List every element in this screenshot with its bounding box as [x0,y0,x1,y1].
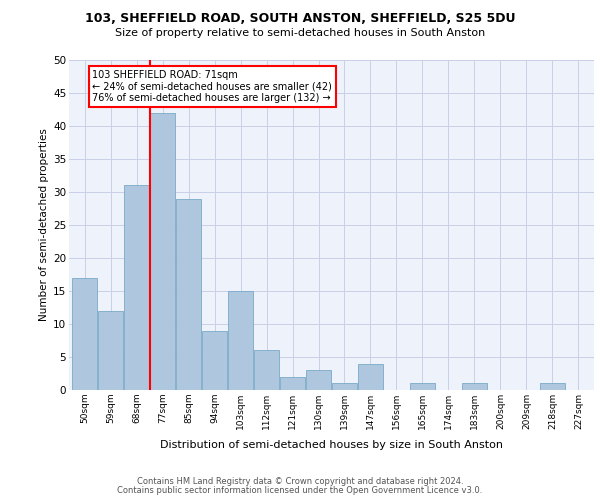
Bar [540,384,565,390]
Bar [228,291,253,390]
Bar [150,113,175,390]
Text: Contains HM Land Registry data © Crown copyright and database right 2024.: Contains HM Land Registry data © Crown c… [137,477,463,486]
Bar [176,198,201,390]
Bar [306,370,331,390]
Bar [98,311,123,390]
Bar [72,278,97,390]
Text: 103, SHEFFIELD ROAD, SOUTH ANSTON, SHEFFIELD, S25 5DU: 103, SHEFFIELD ROAD, SOUTH ANSTON, SHEFF… [85,12,515,26]
Bar [202,330,227,390]
X-axis label: Distribution of semi-detached houses by size in South Anston: Distribution of semi-detached houses by … [160,440,503,450]
Bar [462,384,487,390]
Bar [332,384,357,390]
Text: Size of property relative to semi-detached houses in South Anston: Size of property relative to semi-detach… [115,28,485,38]
Bar [254,350,279,390]
Text: 103 SHEFFIELD ROAD: 71sqm
← 24% of semi-detached houses are smaller (42)
76% of : 103 SHEFFIELD ROAD: 71sqm ← 24% of semi-… [92,70,332,103]
Bar [124,186,149,390]
Bar [410,384,435,390]
Bar [280,377,305,390]
Text: Contains public sector information licensed under the Open Government Licence v3: Contains public sector information licen… [118,486,482,495]
Y-axis label: Number of semi-detached properties: Number of semi-detached properties [39,128,49,322]
Bar [358,364,383,390]
